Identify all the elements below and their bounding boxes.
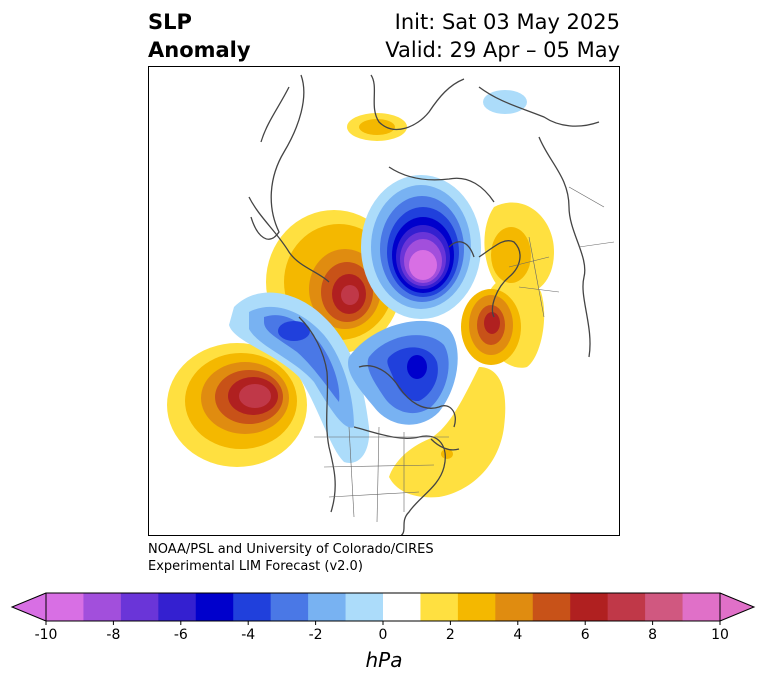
credit-line-2: Experimental LIM Forecast (v2.0)	[148, 559, 363, 574]
colorbar-bin	[308, 593, 347, 621]
colorbar-bin	[120, 593, 159, 621]
colorbar-bin	[46, 593, 84, 621]
colorbar-tick-label: 0	[378, 627, 388, 643]
colorbar-tick-label: -8	[106, 627, 121, 643]
colorbar-tick-label: -4	[241, 627, 256, 643]
borders	[314, 186, 615, 523]
colorbar-bin	[420, 593, 459, 621]
colorbar-bin	[570, 593, 609, 621]
anomaly-map	[167, 74, 615, 535]
map-panel	[148, 66, 620, 536]
colorbar-bin	[457, 593, 496, 621]
valid-range: Valid: 29 Apr – 05 May	[385, 38, 620, 62]
anomaly-arctic	[361, 90, 527, 319]
anomaly-hudson-bay	[348, 320, 458, 425]
title-variable-2: Anomaly	[148, 38, 251, 62]
colorbar-bin	[682, 593, 721, 621]
credit-line-1: NOAA/PSL and University of Colorado/CIRE…	[148, 542, 434, 557]
colorbar-bin	[195, 593, 234, 621]
colorbar-tick-label: 10	[711, 627, 729, 643]
anomaly-greenland-sea	[461, 275, 545, 368]
title-variable: SLP	[148, 10, 192, 34]
title-right: Init: Sat 03 May 2025 Valid: 29 Apr – 05…	[385, 8, 620, 64]
credit-text: NOAA/PSL and University of Colorado/CIRE…	[148, 541, 434, 575]
title-left: SLP Anomaly	[148, 8, 251, 64]
colorbar-tick-label: 6	[580, 627, 590, 643]
colorbar-tick-label: 2	[445, 627, 455, 643]
colorbar-unit: hPa	[365, 648, 403, 672]
colorbar-bin	[83, 593, 122, 621]
coastlines	[248, 74, 600, 535]
colorbar-bins	[46, 593, 721, 621]
colorbar-tick-label: -2	[308, 627, 323, 643]
colorbar-tick-label: -6	[173, 627, 188, 643]
colorbar-tick-label: 8	[648, 627, 658, 643]
colorbar	[10, 592, 756, 625]
colorbar-bin	[270, 593, 309, 621]
colorbar-bin	[645, 593, 684, 621]
colorbar-extend-high	[720, 593, 754, 621]
colorbar-bin	[383, 593, 421, 621]
colorbar-bin	[495, 593, 534, 621]
colorbar-extend-low	[12, 593, 46, 621]
colorbar-bin	[532, 593, 571, 621]
anomaly-north-pacific	[167, 343, 307, 467]
colorbar-bin	[345, 593, 384, 621]
colorbar-bin	[233, 593, 272, 621]
colorbar-bin	[607, 593, 646, 621]
colorbar-tick-label: 4	[513, 627, 523, 643]
colorbar-bin	[158, 593, 197, 621]
init-date: Init: Sat 03 May 2025	[394, 10, 620, 34]
colorbar-ticks	[45, 621, 721, 625]
colorbar-tick-label: -10	[34, 627, 58, 643]
